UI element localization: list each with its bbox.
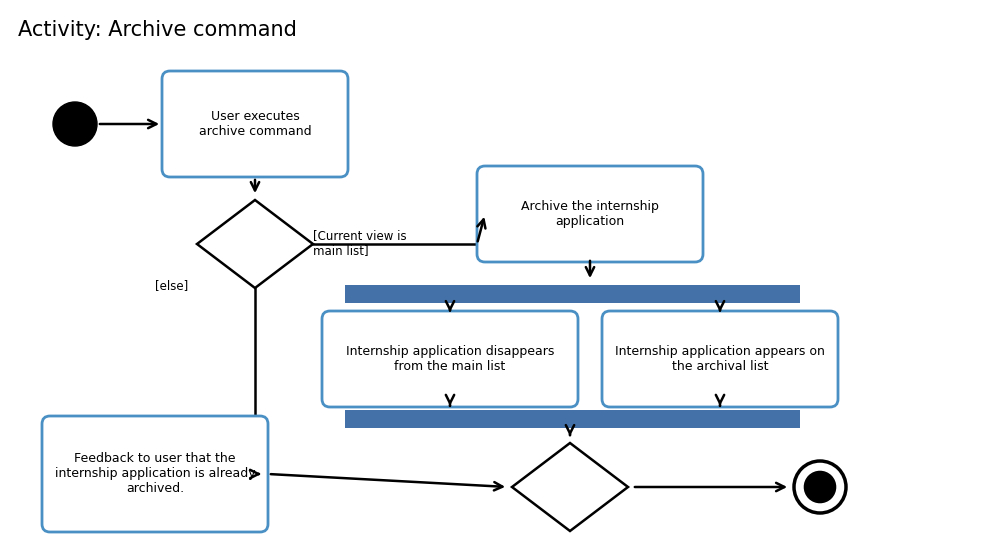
FancyBboxPatch shape xyxy=(322,311,578,407)
Bar xyxy=(345,410,800,428)
Text: Internship application appears on
the archival list: Internship application appears on the ar… xyxy=(616,345,825,373)
Circle shape xyxy=(805,471,836,502)
Polygon shape xyxy=(512,443,628,531)
FancyBboxPatch shape xyxy=(162,71,348,177)
Text: [else]: [else] xyxy=(154,280,188,293)
Polygon shape xyxy=(197,200,313,288)
Bar xyxy=(345,285,800,303)
FancyBboxPatch shape xyxy=(602,311,838,407)
Text: Internship application disappears
from the main list: Internship application disappears from t… xyxy=(346,345,554,373)
Text: Archive the internship
application: Archive the internship application xyxy=(521,200,659,228)
Text: Activity: Archive command: Activity: Archive command xyxy=(18,20,297,40)
FancyBboxPatch shape xyxy=(477,166,703,262)
Circle shape xyxy=(53,102,97,146)
FancyBboxPatch shape xyxy=(42,416,268,532)
Text: User executes
archive command: User executes archive command xyxy=(198,110,312,138)
Text: [Current view is
main list]: [Current view is main list] xyxy=(313,229,406,257)
Text: Feedback to user that the
internship application is already
archived.: Feedback to user that the internship app… xyxy=(55,453,255,495)
